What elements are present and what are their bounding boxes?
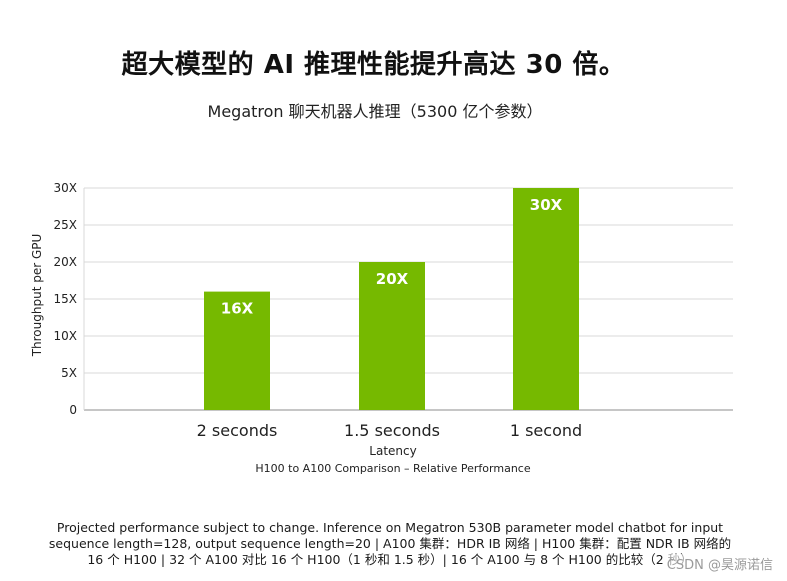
- bar: [204, 291, 270, 410]
- footnote-line-2: sequence length=128, output sequence len…: [48, 536, 732, 551]
- y-tick-label: 20X: [54, 255, 78, 269]
- footnote: Projected performance subject to change.…: [20, 520, 760, 568]
- y-tick-label: 25X: [54, 218, 78, 232]
- headline: 超大模型的 AI 推理性能提升高达 30 倍。: [121, 50, 626, 80]
- bar: [359, 262, 425, 410]
- x-tick-label: 1 second: [510, 421, 582, 440]
- chart-title: Megatron 聊天机器人推理（5300 亿个参数）: [207, 102, 543, 121]
- y-tick-label: 0: [69, 403, 77, 417]
- data-label: 30X: [530, 196, 563, 214]
- chart-subtitle: H100 to A100 Comparison – Relative Perfo…: [255, 462, 530, 475]
- y-axis-label: Throughput per GPU: [30, 234, 44, 358]
- y-tick-label: 5X: [61, 366, 77, 380]
- data-label: 16X: [221, 300, 254, 318]
- footnote-line-3: 16 个 H100 | 32 个 A100 对比 16 个 H100（1 秒和 …: [87, 552, 693, 567]
- data-label: 20X: [376, 270, 409, 288]
- watermark: CSDN @昊源诺信: [666, 554, 773, 573]
- y-tick-label: 30X: [54, 181, 78, 195]
- y-tick-labels: 0 5X 10X 15X 20X 25X 30X: [54, 181, 78, 417]
- x-tick-labels: 2 seconds 1.5 seconds 1 second: [197, 421, 583, 440]
- x-tick-label: 2 seconds: [197, 421, 278, 440]
- y-tick-label: 15X: [54, 292, 78, 306]
- x-axis-label: Latency: [369, 444, 416, 458]
- bar-chart: 0 5X 10X 15X 20X 25X 30X 16X 20X 30X 2 seconds 1.…: [30, 181, 733, 475]
- y-tick-label: 10X: [54, 329, 78, 343]
- bar: [513, 188, 579, 410]
- footnote-line-1: Projected performance subject to change.…: [56, 520, 724, 535]
- x-tick-label: 1.5 seconds: [344, 421, 440, 440]
- bars: 16X 20X 30X: [204, 188, 579, 410]
